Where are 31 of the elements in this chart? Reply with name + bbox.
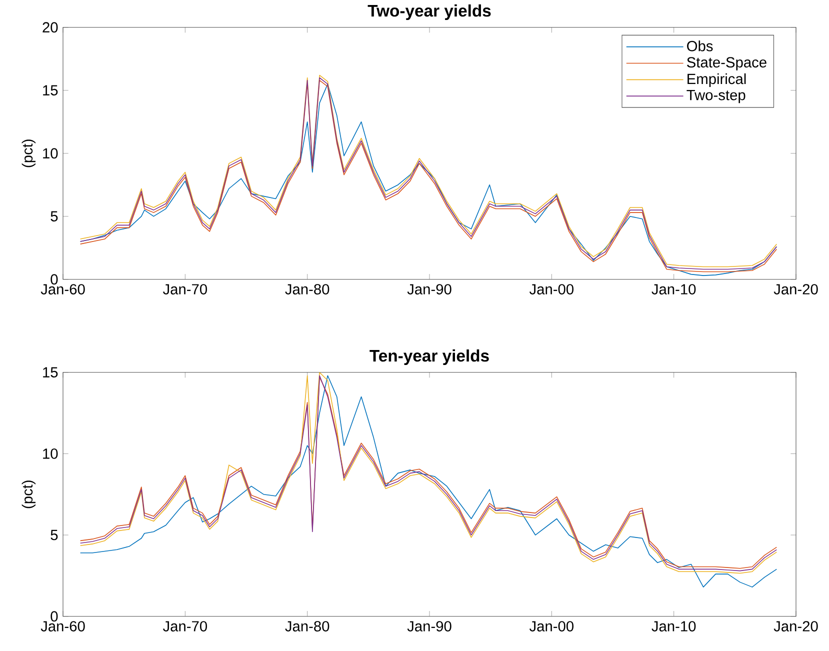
x-tick-label: Jan-10	[652, 620, 696, 632]
x-tick-label: Jan-10	[652, 284, 696, 294]
y-tick-label: 0	[50, 274, 58, 284]
x-tick-label: Jan-90	[407, 620, 452, 632]
x-tick-label: Jan-80	[285, 620, 330, 632]
x-tick-label: Jan-00	[529, 284, 574, 294]
y-tick-label: 15	[43, 85, 58, 96]
chart-title: Ten-year yields	[370, 349, 489, 365]
x-tick-label: Jan-60	[40, 284, 85, 294]
x-tick-label: Jan-80	[285, 284, 330, 294]
y-tick-label: 5	[50, 211, 58, 222]
legend-label: Two-step	[686, 90, 746, 103]
x-tick-label: Jan-00	[529, 620, 574, 632]
x-tick-label: Jan-20	[774, 284, 818, 294]
x-tick-label: Jan-60	[40, 620, 85, 632]
y-tick-label: 10	[43, 448, 58, 459]
chart-title: Two-year yields	[368, 4, 491, 20]
x-tick-label: Jan-70	[162, 620, 207, 632]
x-tick-label: Jan-90	[407, 284, 452, 294]
legend-label: Obs	[687, 40, 713, 52]
legend-label: Empirical	[688, 73, 746, 87]
y-tick-label: 15	[43, 367, 58, 378]
y-axis-title: (pct)	[22, 480, 36, 508]
legend-label: State-Space	[687, 56, 766, 70]
y-tick-label: 5	[50, 530, 58, 540]
y-tick-label: 10	[43, 148, 58, 158]
x-tick-label: Jan-20	[774, 620, 818, 632]
y-tick-label: 20	[42, 22, 58, 32]
x-tick-label: Jan-70	[162, 284, 207, 294]
y-tick-label: 0	[50, 610, 58, 622]
y-axis-title: (pct)	[22, 139, 36, 167]
